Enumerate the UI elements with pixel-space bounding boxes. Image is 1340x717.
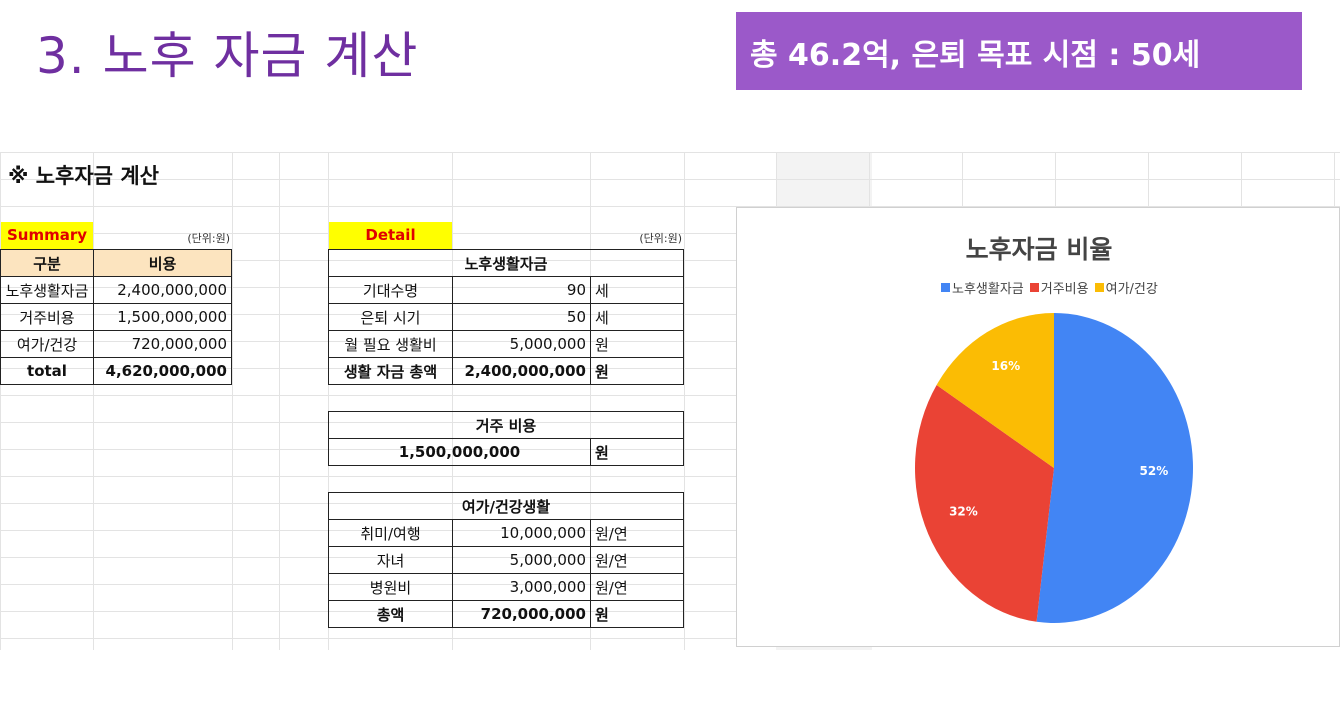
pie-slice[interactable] bbox=[936, 313, 1054, 468]
table-row: 거주비용 1,500,000,000 bbox=[0, 303, 232, 331]
legend-item: 거주비용 bbox=[1029, 278, 1089, 297]
summary-row-value: 1,500,000,000 bbox=[93, 303, 232, 331]
pie-slice-label: 32% bbox=[949, 505, 978, 519]
detail-row-name: 월 필요 생활비 bbox=[328, 330, 453, 358]
table-row: 은퇴 시기 50 세 bbox=[328, 303, 684, 331]
table-row: 노후생활자금 2,400,000,000 bbox=[0, 276, 232, 304]
detail-row-unit: 세 bbox=[590, 276, 684, 304]
living-fund-header: 노후생활자금 bbox=[328, 249, 684, 277]
detail-row-unit: 세 bbox=[590, 303, 684, 331]
housing-table: 거주 비용 1,500,000,000 원 bbox=[328, 411, 684, 466]
table-row: 여가/건강 720,000,000 bbox=[0, 330, 232, 358]
leisure-total-unit: 원 bbox=[590, 600, 684, 628]
detail-row-unit: 원 bbox=[590, 330, 684, 358]
chart-legend: 노후생활자금 거주비용 여가/건강 bbox=[941, 278, 1158, 297]
spreadsheet[interactable]: ※ 노후자금 계산 Summary (단위:원) 구분 비용 노후생활자금 2,… bbox=[0, 152, 776, 650]
table-row: 병원비 3,000,000 원/연 bbox=[328, 573, 684, 601]
living-total-row: 생활 자금 총액 2,400,000,000 원 bbox=[328, 357, 684, 385]
detail-row-unit: 원/연 bbox=[590, 573, 684, 601]
leisure-total-row: 총액 720,000,000 원 bbox=[328, 600, 684, 628]
summary-total-row: total 4,620,000,000 bbox=[0, 357, 232, 385]
chart-background-grid bbox=[776, 152, 1340, 208]
legend-item: 여가/건강 bbox=[1094, 278, 1158, 297]
summary-table: 구분 비용 노후생활자금 2,400,000,000 거주비용 1,500,00… bbox=[0, 249, 232, 385]
table-row: 취미/여행 10,000,000 원/연 bbox=[328, 519, 684, 547]
leisure-total-name: 총액 bbox=[328, 600, 453, 628]
summary-unit-note: (단위:원) bbox=[187, 232, 230, 245]
pie-slice-label: 52% bbox=[1140, 464, 1169, 478]
legend-label: 노후생활자금 bbox=[952, 282, 1024, 297]
living-total-name: 생활 자금 총액 bbox=[328, 357, 453, 385]
living-fund-table: 노후생활자금 기대수명 90 세 은퇴 시기 50 세 월 필요 생활비 5,0… bbox=[328, 249, 684, 385]
summary-header-cost: 비용 bbox=[93, 249, 232, 277]
pie-chart-plot: 52% 32% 16% bbox=[915, 313, 1194, 623]
summary-header-category: 구분 bbox=[0, 249, 94, 277]
legend-swatch bbox=[1029, 283, 1039, 292]
summary-row-value: 720,000,000 bbox=[93, 330, 232, 358]
housing-total-row: 1,500,000,000 원 bbox=[328, 438, 684, 466]
leisure-header: 여가/건강생활 bbox=[328, 492, 684, 520]
summary-row-name: 거주비용 bbox=[0, 303, 94, 331]
detail-row-value: 3,000,000 bbox=[452, 573, 591, 601]
summary-total-value: 4,620,000,000 bbox=[93, 357, 232, 385]
detail-row-value: 10,000,000 bbox=[452, 519, 591, 547]
leisure-health-table: 여가/건강생활 취미/여행 10,000,000 원/연 자녀 5,000,00… bbox=[328, 492, 684, 628]
legend-swatch bbox=[941, 283, 950, 292]
detail-row-value: 50 bbox=[452, 303, 591, 331]
chart-title: 노후자금 비율 bbox=[965, 235, 1113, 264]
summary-row-name: 노후생활자금 bbox=[0, 276, 94, 304]
table-row: 기대수명 90 세 bbox=[328, 276, 684, 304]
detail-unit-note: (단위:원) bbox=[639, 232, 682, 245]
legend-item: 노후생활자금 bbox=[941, 278, 1024, 297]
summary-row-name: 여가/건강 bbox=[0, 330, 94, 358]
pie-slice[interactable] bbox=[1036, 313, 1194, 623]
table-row: 자녀 5,000,000 원/연 bbox=[328, 546, 684, 574]
housing-value: 1,500,000,000 bbox=[328, 438, 591, 466]
detail-row-name: 자녀 bbox=[328, 546, 453, 574]
legend-label: 거주비용 bbox=[1040, 282, 1089, 297]
retirement-goal-banner: 총 46.2억, 은퇴 목표 시점 : 50세 bbox=[736, 12, 1302, 90]
detail-row-name: 병원비 bbox=[328, 573, 453, 601]
living-total-unit: 원 bbox=[590, 357, 684, 385]
detail-row-value: 90 bbox=[452, 276, 591, 304]
sheet-title: ※ 노후자금 계산 bbox=[8, 164, 159, 188]
summary-row-value: 2,400,000,000 bbox=[93, 276, 232, 304]
detail-row-value: 5,000,000 bbox=[452, 330, 591, 358]
housing-unit: 원 bbox=[590, 438, 684, 466]
summary-total-name: total bbox=[0, 357, 94, 385]
detail-row-name: 은퇴 시기 bbox=[328, 303, 453, 331]
housing-header: 거주 비용 bbox=[328, 411, 684, 439]
legend-label: 여가/건강 bbox=[1105, 282, 1158, 297]
pie-slice[interactable] bbox=[915, 384, 1054, 622]
detail-label: Detail bbox=[329, 222, 452, 249]
slide-title: 3. 노후 자금 계산 bbox=[36, 27, 419, 85]
detail-row-unit: 원/연 bbox=[590, 519, 684, 547]
legend-swatch bbox=[1094, 283, 1104, 292]
leisure-total-value: 720,000,000 bbox=[452, 600, 591, 628]
pie-chart[interactable]: 노후자금 비율 노후생활자금 거주비용 여가/건강 52% 32% 16% bbox=[736, 207, 1340, 647]
summary-label: Summary bbox=[1, 222, 93, 249]
table-row: 월 필요 생활비 5,000,000 원 bbox=[328, 330, 684, 358]
pie-slice-label: 16% bbox=[991, 359, 1020, 373]
detail-row-name: 취미/여행 bbox=[328, 519, 453, 547]
detail-row-name: 기대수명 bbox=[328, 276, 453, 304]
detail-row-value: 5,000,000 bbox=[452, 546, 591, 574]
detail-row-unit: 원/연 bbox=[590, 546, 684, 574]
living-total-value: 2,400,000,000 bbox=[452, 357, 591, 385]
